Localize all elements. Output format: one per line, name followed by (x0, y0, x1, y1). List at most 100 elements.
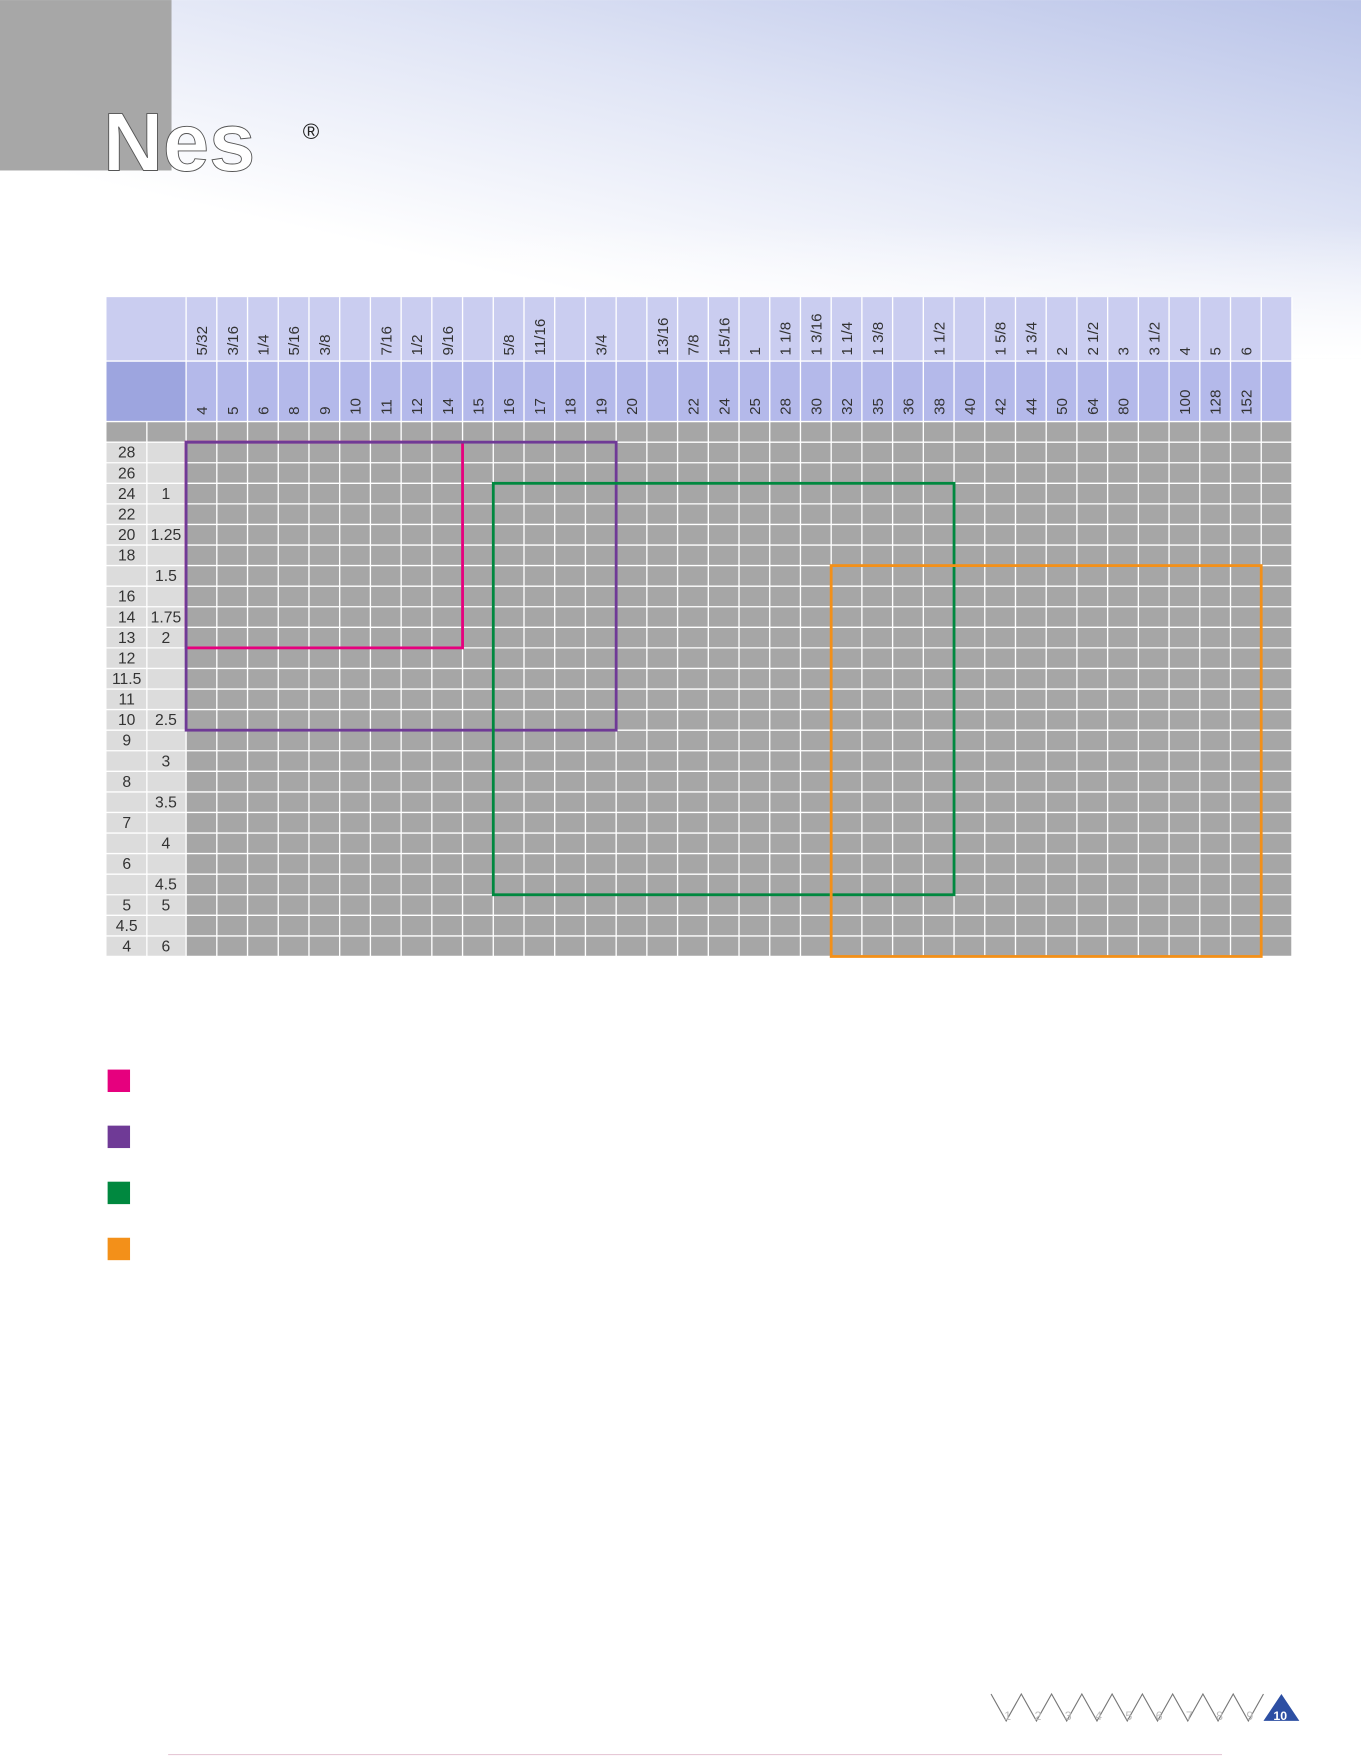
inch-size: 1 1/8 (778, 322, 795, 356)
mm-size: 9 (317, 406, 334, 414)
tpi: 11.5 (112, 671, 142, 688)
mm-size: 22 (686, 398, 703, 415)
inch-size: 5/8 (501, 334, 518, 355)
mm-size: 18 (563, 398, 580, 415)
page-number: 4 (1095, 1709, 1102, 1723)
tpi: 28 (118, 445, 136, 462)
inch-size: 1 (747, 347, 764, 355)
page-number: 9 (1246, 1709, 1253, 1723)
pitch: 4 (162, 836, 171, 853)
inch-size: 15/16 (716, 318, 733, 356)
inch-size: 5/32 (194, 326, 211, 355)
legend-swatch (107, 1125, 131, 1149)
mm-size: 44 (1023, 398, 1040, 415)
tpi: 4 (122, 938, 131, 955)
page-number: 1 (1004, 1709, 1011, 1723)
inch-size: 1 1/4 (839, 322, 856, 356)
range-box (829, 564, 1263, 958)
inch-size: 1 3/8 (870, 322, 887, 356)
logo-block (0, 0, 172, 171)
current-page-marker (1263, 1694, 1300, 1721)
inch-size: 5 (1208, 347, 1225, 355)
legend-swatch (107, 1069, 131, 1093)
inch-size: 3/8 (317, 334, 334, 355)
mm-size: 152 (1238, 390, 1255, 415)
mm-size: 12 (409, 398, 426, 415)
mm-size: 16 (501, 398, 518, 415)
mm-size: 100 (1177, 390, 1194, 415)
corner-cell (106, 361, 187, 422)
mm-size: 19 (593, 398, 610, 415)
mm-size: 35 (870, 398, 887, 415)
inch-size: 4 (1177, 347, 1194, 355)
tpi: 11 (119, 692, 135, 709)
mm-size: 128 (1208, 390, 1225, 415)
mm-size: 50 (1054, 398, 1071, 415)
pitch: 5 (162, 897, 171, 914)
page-number: 2 (1035, 1709, 1042, 1723)
mm-size: 11 (378, 399, 395, 415)
mm-size: 42 (993, 398, 1010, 415)
inch-size: 7/16 (378, 326, 395, 355)
inch-size: 1 1/2 (931, 322, 948, 356)
mm-size: 36 (901, 398, 918, 415)
tpi: 13 (118, 630, 136, 647)
mm-size: 15 (471, 398, 488, 415)
mm-size: 6 (256, 406, 273, 414)
tpi: 14 (118, 609, 136, 626)
tpi: 7 (122, 815, 131, 832)
mm-size: 80 (1116, 398, 1133, 415)
legend-swatch (107, 1237, 131, 1261)
inch-size: 1/4 (256, 334, 273, 355)
tpi: 5 (122, 897, 131, 914)
inch-size: 9/16 (440, 326, 457, 355)
inch-size: 1 3/16 (808, 313, 825, 355)
logo-mark: ® (303, 119, 320, 144)
logo: Nes (103, 95, 255, 188)
pitch: 3.5 (155, 794, 177, 811)
tpi: 10 (118, 712, 136, 729)
mm-size: 4 (194, 406, 211, 414)
inch-size: 11/16 (532, 319, 549, 356)
tpi: 20 (118, 527, 136, 544)
tpi: 16 (118, 589, 136, 606)
pitch: 1 (162, 486, 171, 503)
mm-size: 5 (225, 406, 242, 414)
inch-size: 3/4 (593, 334, 610, 355)
inch-size: 1 3/4 (1023, 322, 1040, 356)
mm-size: 40 (962, 398, 979, 415)
inch-size: 3/16 (225, 326, 242, 355)
pitch: 1.5 (155, 568, 177, 585)
page-number: 5 (1125, 1709, 1132, 1723)
inch-size: 7/8 (686, 334, 703, 355)
mm-size: 20 (624, 398, 641, 415)
inch-size: 1/2 (409, 334, 426, 355)
tpi: 26 (118, 465, 136, 482)
mm-size: 30 (808, 398, 825, 415)
inch-size: 2 1/2 (1085, 322, 1102, 356)
inch-size: 3 1/2 (1146, 322, 1163, 356)
page-number: 7 (1186, 1709, 1193, 1723)
tpi: 4.5 (116, 918, 138, 935)
range-box (491, 481, 956, 897)
mm-size: 10 (348, 398, 365, 415)
inch-size: 2 (1054, 347, 1071, 355)
pitch: 3 (162, 753, 171, 770)
tpi: 24 (118, 486, 136, 503)
mm-size: 32 (839, 398, 856, 415)
mm-size: 25 (747, 398, 764, 415)
mm-size: 28 (778, 398, 795, 415)
page-number: 8 (1216, 1709, 1223, 1723)
inch-size: 13/16 (655, 318, 672, 356)
inch-size: 6 (1238, 347, 1255, 355)
inch-size: 1 5/8 (993, 322, 1010, 356)
page-number: 6 (1156, 1709, 1163, 1723)
mm-size: 38 (931, 398, 948, 415)
pitch: 1.75 (151, 609, 182, 626)
pitch: 2.5 (155, 712, 177, 729)
tpi: 9 (122, 733, 131, 750)
legend-swatch (107, 1181, 131, 1205)
